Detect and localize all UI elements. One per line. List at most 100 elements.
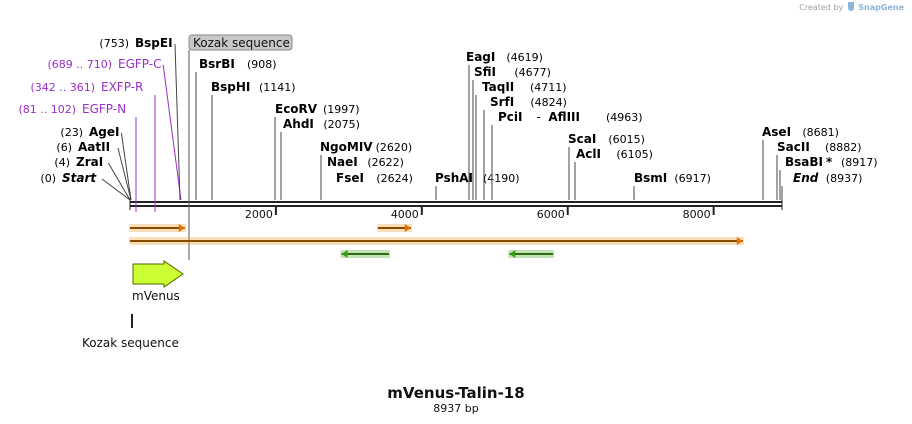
forward-arrow [377, 224, 412, 232]
site-position: (6917) [674, 172, 711, 185]
site-name: EGFP-C [118, 57, 161, 71]
site-agei: AgeI (23) [60, 125, 132, 201]
site-name: Start [62, 171, 97, 185]
site-position: (8681) [802, 126, 839, 139]
scale-tick-label: 2000 [245, 208, 273, 221]
site-suffix: * [826, 155, 833, 169]
site-position: (0) [40, 172, 56, 185]
mvenus-label: mVenus [132, 289, 180, 303]
site-bsphi: BspHI (1141) [211, 80, 296, 200]
scale-tick-label: 8000 [683, 208, 711, 221]
reverse-arrow [340, 250, 390, 258]
site-position: (4619) [506, 51, 543, 64]
site-connector [162, 64, 182, 201]
site-connector [174, 43, 181, 201]
snapgene-logo-icon [847, 2, 854, 11]
site-name-paired: AflIII [548, 110, 580, 124]
site-name: End [793, 171, 819, 185]
site-position: (6015) [608, 133, 645, 146]
kozak-label-text: Kozak sequence [193, 36, 290, 50]
site-position: (23) [60, 126, 83, 139]
site-scai: ScaI (6015) [568, 132, 645, 200]
site-name: EcoRV [275, 102, 318, 116]
site-ahdi: AhdI (2075) [280, 117, 360, 200]
site-name: AgeI [89, 125, 119, 139]
site-name: PciI [498, 110, 523, 124]
site-connector [101, 178, 131, 201]
site-name: BspEI [135, 36, 173, 50]
site-zrai: ZraI (4) [54, 155, 131, 201]
site-position: (8937) [826, 172, 863, 185]
site-naei: NaeI (2622) [320, 155, 404, 200]
map-title: mVenus-Talin-18 [387, 384, 525, 402]
site-bsmi: BsmI (6917) [633, 171, 711, 200]
site-eagi: EagI (4619) [466, 50, 543, 200]
site-position: (8882) [825, 141, 862, 154]
site-pcii: PciI (4963) - AflIII [491, 110, 643, 200]
site-bsrbi: BsrBI (908) [195, 57, 277, 200]
site-taqii: TaqII (4711) [475, 80, 567, 200]
site-position: (4677) [514, 66, 551, 79]
site-name: BspHI [211, 80, 250, 94]
kozak-feature-label: Kozak sequence [82, 336, 179, 350]
site-position: (908) [247, 58, 277, 71]
site-sacii: SacII (8882) [776, 140, 862, 200]
site-sfii: SfiI (4677) [472, 65, 551, 200]
site-position: (1997) [323, 103, 360, 116]
site-position: (4963) [606, 111, 643, 124]
site-name: BsmI [634, 171, 667, 185]
kozak-top-label: Kozak sequence [188, 34, 293, 260]
snapgene-credit: Created by SnapGene [799, 2, 904, 12]
site-name: EGFP-N [82, 102, 126, 116]
site-name: SacII [777, 140, 810, 154]
site-name: TaqII [482, 80, 514, 94]
scale-tick-label: 6000 [537, 208, 565, 221]
site-position: (81 .. 102) [18, 103, 76, 116]
site-connector [107, 162, 131, 201]
site-position: (4824) [530, 96, 567, 109]
site-position: (342 .. 361) [30, 81, 95, 94]
site-position: (2075) [323, 118, 360, 131]
credit-text: Created by [799, 3, 844, 12]
site-name: AatII [78, 140, 110, 154]
reverse-arrow [508, 250, 555, 258]
site-exfp-r: EXFP-R (342 .. 361) [30, 80, 156, 212]
mvenus-feature: mVenus [132, 260, 184, 303]
site-aatii: AatII (6) [56, 140, 132, 201]
site-position: (753) [99, 37, 129, 50]
site-name: NaeI [327, 155, 358, 169]
site-ecorv: EcoRV (1997) [274, 102, 360, 200]
site-position: (8917) [841, 156, 878, 169]
site-name: AclI [576, 147, 601, 161]
site-bspei: BspEI (753) [99, 36, 181, 201]
site-connector [117, 147, 132, 201]
site-position: (6) [56, 141, 72, 154]
site-name: BsrBI [199, 57, 235, 71]
site-bsabi: BsaBI * (8917) [779, 155, 878, 200]
site-start: Start (0) [40, 171, 131, 201]
site-fsei: FseI (2624) [320, 171, 413, 200]
site-asei: AseI (8681) [762, 125, 839, 200]
site-name: EagI [466, 50, 495, 64]
site-acli: AclI (6105) [574, 147, 653, 200]
site-srfi: SrfI (4824) [483, 95, 567, 200]
site-position: (4711) [530, 81, 567, 94]
site-name: ZraI [76, 155, 103, 169]
site-position: (2622) [367, 156, 404, 169]
forward-arrow [129, 237, 744, 245]
arrow-head [404, 224, 411, 232]
sequence-length: 8937 bp [433, 402, 479, 415]
site-name: SfiI [474, 65, 496, 79]
kozak-label-box [188, 34, 293, 51]
site-position: (689 .. 710) [47, 58, 112, 71]
kozak-feature: Kozak sequence [82, 314, 179, 350]
arrow-head [341, 250, 348, 258]
site-egfp-n: EGFP-N (81 .. 102) [18, 102, 137, 212]
site-position: (6105) [616, 148, 653, 161]
site-name: BsaBI [785, 155, 823, 169]
site-name: ScaI [568, 132, 596, 146]
site-connector [120, 132, 132, 201]
site-position: (4) [54, 156, 70, 169]
credit-brand: SnapGene [858, 3, 904, 12]
